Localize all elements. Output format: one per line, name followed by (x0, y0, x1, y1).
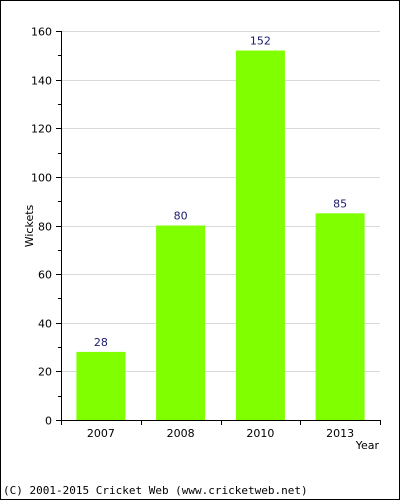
x-axis-title: Year (355, 439, 380, 452)
y-tick-label: 160 (31, 26, 52, 39)
bar-2010 (235, 50, 285, 420)
y-tick-label: 80 (38, 221, 52, 234)
data-label: 80 (174, 210, 188, 223)
data-label: 152 (250, 35, 271, 48)
y-tick-label: 120 (31, 123, 52, 136)
data-label: 28 (94, 336, 108, 349)
x-tick-label: 2008 (167, 427, 195, 440)
y-tick-label: 0 (45, 415, 52, 428)
y-tick-label: 20 (38, 366, 52, 379)
y-tick-label: 40 (38, 318, 52, 331)
labels: 0 20 40 60 80 100 120 140 160 28 2007 80 2008 152 2010… (31, 26, 354, 441)
bar-2008 (156, 225, 206, 420)
axes (56, 31, 381, 425)
bars (76, 50, 365, 420)
x-tick-label: 2010 (246, 427, 274, 440)
x-tick-label: 2007 (87, 427, 115, 440)
y-tick-label: 140 (31, 75, 52, 88)
data-label: 85 (333, 197, 347, 210)
bar-2013 (315, 213, 365, 420)
copyright-text: (C) 2001-2015 Cricket Web (www.cricketwe… (3, 484, 308, 497)
y-axis-title: Wickets (23, 204, 36, 247)
x-tick-label: 2013 (326, 427, 354, 440)
bar-2007 (76, 351, 126, 420)
y-tick-label: 100 (31, 172, 52, 185)
y-tick-label: 60 (38, 269, 52, 282)
